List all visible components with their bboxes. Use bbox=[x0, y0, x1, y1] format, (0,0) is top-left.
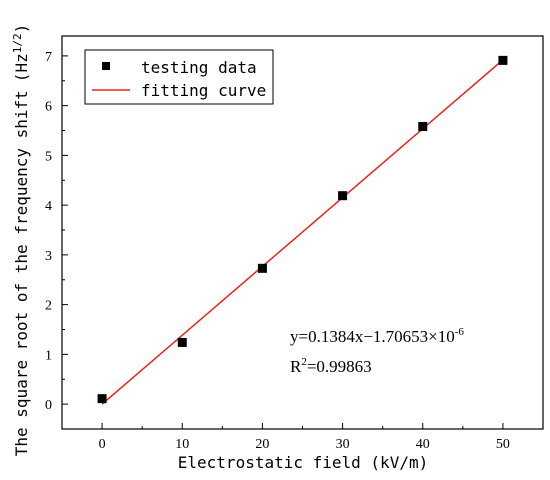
x-tick-label: 50 bbox=[496, 437, 510, 452]
y-tick-label: 2 bbox=[45, 299, 52, 314]
data-point bbox=[177, 337, 187, 347]
y-axis-title-main: The square root of the frequency shift bbox=[12, 90, 31, 456]
y-axis-unit-base: (Hz bbox=[12, 53, 31, 82]
equation-main: y=0.1384x−1.70653×10 bbox=[290, 327, 455, 346]
plot-area bbox=[97, 55, 508, 405]
y-tick-label: 6 bbox=[45, 100, 52, 115]
r-squared-prefix: R bbox=[290, 357, 302, 376]
axes: 0 10 20 30 40 50 0 1 2 3 4 5 6 7 bbox=[45, 35, 544, 452]
y-tick-label: 0 bbox=[45, 398, 52, 413]
fit-annotation: y=0.1384x−1.70653×10-6 R2=0.99863 bbox=[290, 326, 464, 376]
y-tick-label: 5 bbox=[45, 149, 52, 164]
legend-label-fitting-curve: fitting curve bbox=[141, 81, 266, 100]
equation-text: y=0.1384x−1.70653×10-6 bbox=[290, 326, 464, 346]
legend-marker-testing-data bbox=[102, 62, 110, 70]
x-tick-label: 40 bbox=[416, 437, 430, 452]
x-tick-label: 10 bbox=[175, 437, 189, 452]
y-tick-label: 7 bbox=[45, 50, 52, 65]
y-axis-title: The square root of the frequency shift (H… bbox=[11, 24, 31, 456]
r-squared-value: =0.99863 bbox=[307, 357, 372, 376]
x-tick-label: 0 bbox=[99, 437, 106, 452]
legend: testing data fitting curve bbox=[84, 49, 274, 105]
r-squared-text: R2=0.99863 bbox=[290, 356, 372, 376]
data-point bbox=[498, 55, 508, 65]
y-axis-unit-exponent: 1/2 bbox=[11, 33, 24, 53]
equation-exponent: -6 bbox=[455, 326, 465, 338]
x-axis-title: Electrostatic field (kV/m) bbox=[178, 453, 428, 472]
legend-box bbox=[84, 49, 274, 105]
data-point bbox=[97, 394, 107, 404]
fitting-curve-line bbox=[101, 59, 504, 405]
legend-label-testing-data: testing data bbox=[141, 58, 257, 77]
data-point bbox=[257, 263, 267, 273]
y-tick-label: 3 bbox=[45, 249, 52, 264]
y-tick-label: 4 bbox=[45, 199, 52, 214]
x-tick-label: 20 bbox=[255, 437, 269, 452]
data-point bbox=[418, 122, 428, 132]
y-axis-unit-close: ) bbox=[12, 24, 31, 34]
x-tick-label: 30 bbox=[336, 437, 350, 452]
y-tick-label: 1 bbox=[45, 348, 52, 363]
data-point bbox=[338, 191, 348, 201]
r-squared-sup: 2 bbox=[301, 356, 307, 368]
